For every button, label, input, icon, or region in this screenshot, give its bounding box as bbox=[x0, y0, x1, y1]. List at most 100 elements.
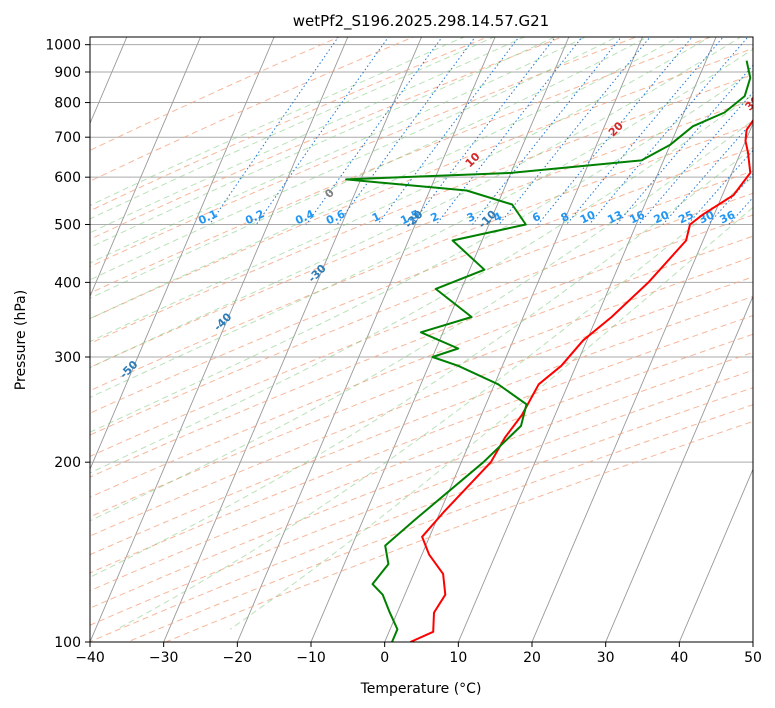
y-tick-label: 100 bbox=[54, 635, 81, 651]
mixing-ratio-line bbox=[616, 64, 753, 225]
moist-adiabat-line bbox=[90, 37, 680, 320]
isotherm-line bbox=[163, 37, 423, 642]
dry-adiabat-line bbox=[90, 123, 753, 392]
temperature-profile-line bbox=[409, 118, 753, 642]
series-layer bbox=[345, 60, 753, 642]
x-tick-label: 30 bbox=[597, 650, 615, 666]
mixing-ratio-line bbox=[472, 37, 622, 225]
moist-adiabat-line bbox=[90, 37, 496, 220]
background-lines bbox=[0, 20, 753, 700]
isotherm-label: -50 bbox=[117, 358, 140, 381]
mixing-ratio-label: 2 bbox=[429, 210, 441, 225]
x-tick-label: −40 bbox=[75, 650, 105, 666]
dry-adiabat-line bbox=[90, 99, 753, 368]
y-tick-label: 1000 bbox=[45, 38, 81, 54]
dry-adiabat-line bbox=[90, 214, 753, 478]
mixing-ratio-line bbox=[498, 37, 651, 225]
moist-adiabat-line bbox=[90, 147, 753, 578]
y-tick-label: 300 bbox=[54, 350, 81, 366]
y-tick-label: 900 bbox=[54, 65, 81, 81]
mixing-ratio-line bbox=[377, 37, 520, 225]
plot-frame bbox=[89, 36, 754, 643]
mixing-ratio-line bbox=[255, 37, 390, 225]
x-axis-label: Temperature (°C) bbox=[360, 681, 482, 697]
x-tick-label: 10 bbox=[449, 650, 467, 666]
y-axis-label: Pressure (hPa) bbox=[13, 290, 29, 390]
mixing-ratio-line bbox=[411, 37, 556, 225]
moist-adiabat-line bbox=[229, 206, 753, 630]
y-tick-label: 600 bbox=[54, 170, 81, 186]
isotherm-line bbox=[90, 37, 349, 642]
mixing-ratio-label: 10 bbox=[578, 208, 598, 226]
moist-adiabat-line bbox=[90, 37, 649, 299]
moist-adiabat-line bbox=[90, 94, 753, 474]
mixing-ratio-label: 20 bbox=[652, 208, 672, 226]
dry-adiabat-line bbox=[90, 369, 753, 626]
dry-adiabat-line bbox=[90, 333, 753, 592]
isotherm-label: -40 bbox=[211, 310, 234, 333]
dry-adiabat-line bbox=[90, 37, 490, 212]
x-tick-label: 50 bbox=[744, 650, 762, 666]
moist-adiabat-line bbox=[90, 37, 587, 264]
dry-adiabat-line bbox=[90, 73, 753, 345]
mixing-ratio-line bbox=[638, 91, 753, 225]
isotherm-line bbox=[384, 37, 644, 642]
x-axis: −40 −30 −20 −10 0 10 20 30 40 50 bbox=[75, 642, 762, 666]
isotherm-label: -60 bbox=[23, 405, 46, 428]
mixing-ratio-line bbox=[687, 149, 753, 225]
isotherm-line bbox=[678, 468, 753, 642]
mixing-ratio-label: 16 bbox=[627, 208, 647, 226]
dry-adiabat-line bbox=[90, 314, 753, 574]
dry-adiabat-label: 30 bbox=[743, 93, 763, 113]
dry-adiabat-line bbox=[90, 170, 753, 436]
dry-adiabat-line bbox=[90, 387, 753, 642]
dry-adiabat-line bbox=[90, 37, 638, 268]
moist-adiabat-line bbox=[90, 70, 753, 433]
isotherm-line bbox=[236, 37, 496, 642]
dry-adiabat-line bbox=[90, 276, 753, 537]
x-tick-label: −20 bbox=[223, 650, 253, 666]
dry-adiabat-line bbox=[90, 37, 415, 182]
y-tick-label: 500 bbox=[54, 217, 81, 233]
y-tick-label: 400 bbox=[54, 275, 81, 291]
isopleth-labels: 0.10.20.40.611.52346810131620253036-100-… bbox=[23, 93, 763, 428]
mixing-ratio-label: 8 bbox=[559, 210, 571, 225]
dry-adiabat-line bbox=[90, 295, 753, 556]
x-tick-label: −30 bbox=[149, 650, 179, 666]
mixing-ratio-line bbox=[707, 173, 753, 225]
dry-adiabat-line bbox=[126, 404, 753, 642]
y-tick-label: 700 bbox=[54, 130, 81, 146]
mixing-ratio-line bbox=[588, 37, 749, 225]
dry-adiabat-line bbox=[90, 37, 564, 240]
mixing-ratio-label: 25 bbox=[676, 208, 695, 226]
isotherm-line bbox=[0, 20, 60, 700]
mixing-ratio-line bbox=[537, 37, 693, 225]
dry-adiabat-line bbox=[90, 256, 753, 518]
isotherm-line bbox=[457, 37, 717, 642]
moist-adiabat-line bbox=[90, 37, 711, 343]
dry-adiabat-line bbox=[90, 235, 753, 498]
y-axis: 1000 900 800 700 600 500 400 300 200 100 bbox=[45, 38, 90, 651]
mixing-ratio-line bbox=[209, 37, 339, 225]
mixing-ratio-label: 36 bbox=[718, 208, 738, 226]
isotherm-line bbox=[90, 37, 275, 471]
moist-adiabat-line bbox=[90, 119, 753, 522]
dewpoint-profile-line bbox=[345, 60, 752, 642]
moist-adiabat-line bbox=[90, 37, 618, 281]
y-tick-label: 800 bbox=[54, 96, 81, 112]
x-tick-label: −10 bbox=[296, 650, 326, 666]
dry-adiabat-line bbox=[90, 147, 753, 414]
mixing-ratio-line bbox=[336, 37, 476, 225]
moist-adiabat-line bbox=[90, 37, 556, 249]
mixing-ratio-label: 30 bbox=[697, 208, 717, 226]
x-tick-label: 20 bbox=[523, 650, 541, 666]
mixing-ratio-label: 13 bbox=[605, 208, 624, 226]
mixing-ratio-line bbox=[435, 37, 583, 225]
dry-adiabat-line bbox=[90, 192, 753, 457]
x-tick-label: 40 bbox=[670, 650, 688, 666]
dry-adiabat-line bbox=[90, 351, 753, 609]
chart-title: wetPf2_S196.2025.298.14.57.G21 bbox=[293, 12, 549, 31]
moist-adiabat-line bbox=[90, 37, 526, 234]
isotherm-line bbox=[605, 295, 753, 642]
